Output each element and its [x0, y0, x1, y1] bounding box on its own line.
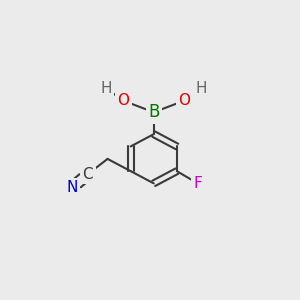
Text: B: B	[148, 103, 159, 121]
Text: N: N	[67, 180, 78, 195]
Text: C: C	[82, 167, 93, 182]
Text: H: H	[195, 81, 207, 96]
Text: H: H	[100, 81, 112, 96]
Text: F: F	[193, 176, 202, 191]
Text: O: O	[117, 93, 129, 108]
Text: O: O	[178, 93, 190, 108]
